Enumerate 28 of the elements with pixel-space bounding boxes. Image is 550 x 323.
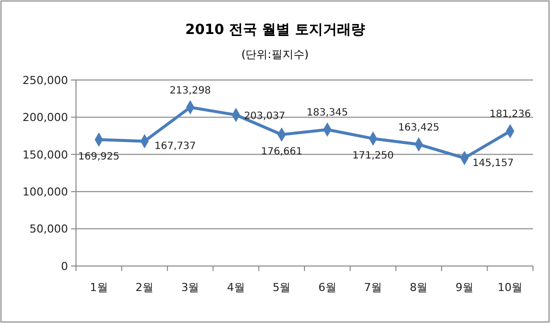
x-tick-label: 7월 — [364, 281, 382, 294]
y-tick-label: 200,000 — [22, 111, 68, 124]
x-tick-label: 10월 — [498, 281, 523, 294]
y-tick-label: 100,000 — [22, 185, 68, 198]
data-label: 167,737 — [154, 141, 196, 152]
x-tick-label: 3월 — [181, 281, 200, 294]
x-tick-label: 4월 — [226, 281, 245, 294]
data-label: 163,425 — [398, 122, 440, 134]
x-tick-label: 8월 — [410, 281, 428, 294]
data-label: 183,345 — [306, 108, 348, 119]
x-tick-label: 5월 — [272, 281, 291, 294]
data-label: 181,236 — [489, 109, 531, 120]
x-tick-label: 1월 — [90, 281, 108, 294]
x-tick-label: 2월 — [136, 281, 154, 294]
data-label: 213,298 — [170, 85, 211, 96]
data-label: 171,250 — [352, 150, 394, 162]
x-tick-label: 6월 — [318, 281, 336, 294]
data-label: 176,661 — [260, 146, 302, 158]
chart-title: 2010 전국 월별 토지거래량 — [185, 22, 365, 38]
y-tick-label: 50,000 — [30, 222, 68, 236]
data-label: 169,925 — [78, 152, 120, 163]
data-label: 145,157 — [472, 158, 514, 170]
chart-subtitle: (단위:필지수) — [241, 48, 309, 61]
y-tick-label: 150,000 — [22, 148, 68, 162]
data-label: 203,037 — [244, 110, 286, 122]
x-tick-label: 9월 — [455, 281, 474, 294]
y-tick-label: 0 — [61, 260, 68, 273]
y-tick-label: 250,000 — [22, 74, 68, 87]
